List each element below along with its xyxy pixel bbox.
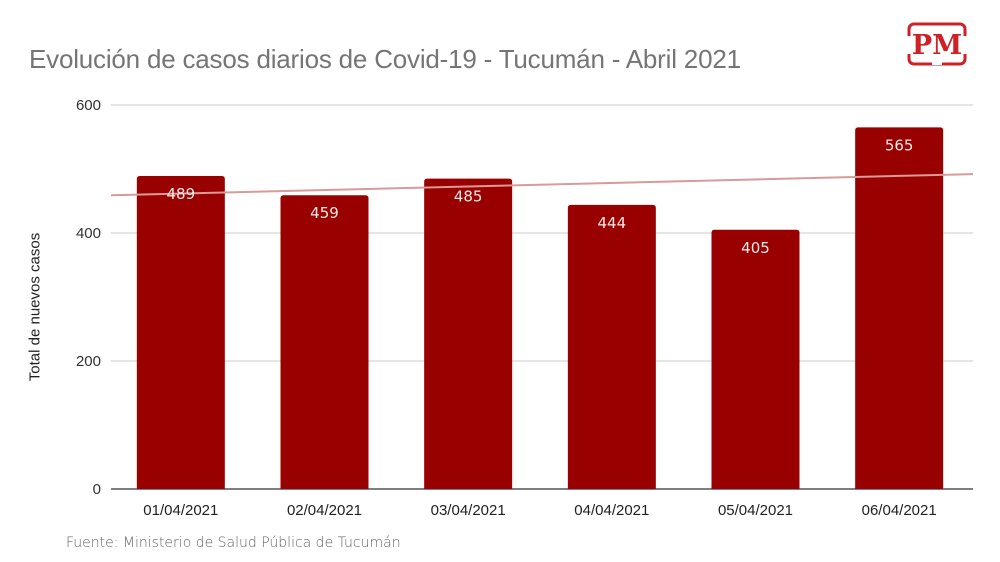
- chart-title: Evolución de casos diarios de Covid-19 -…: [29, 44, 741, 74]
- y-tick-label: 200: [76, 353, 101, 370]
- x-tick-label: 05/04/2021: [718, 502, 793, 519]
- data-label: 459: [310, 204, 339, 222]
- y-axis-ticks: 0 200 400 600: [76, 97, 101, 498]
- bars: [136, 127, 944, 490]
- x-tick-label: 01/04/2021: [143, 502, 218, 519]
- bar: [424, 178, 513, 489]
- pm-logo-icon: PM: [906, 22, 968, 66]
- data-label: 405: [741, 239, 770, 257]
- data-labels: 489 459 485 444 405 565: [167, 136, 914, 256]
- bar: [567, 204, 656, 489]
- x-tick-label: 03/04/2021: [431, 502, 506, 519]
- bar: [280, 195, 369, 490]
- bar: [136, 176, 225, 490]
- y-tick-label: 600: [76, 97, 101, 114]
- x-axis-ticks: 01/04/2021 02/04/2021 03/04/2021 04/04/2021…: [143, 502, 936, 519]
- data-label: 444: [598, 214, 627, 232]
- x-tick-label: 02/04/2021: [287, 502, 362, 519]
- bar: [711, 229, 800, 490]
- y-tick-label: 400: [76, 225, 101, 242]
- bar: [855, 127, 944, 490]
- logo-text: PM: [912, 30, 962, 61]
- gridlines: [111, 104, 973, 490]
- trendline: [110, 173, 974, 197]
- data-label: 489: [167, 185, 196, 203]
- data-label: 485: [454, 188, 483, 206]
- source-note: Fuente: Ministerio de Salud Pública de T…: [66, 535, 401, 551]
- x-tick-label: 04/04/2021: [574, 502, 649, 519]
- x-tick-label: 06/04/2021: [862, 502, 937, 519]
- trend-line: [110, 173, 974, 197]
- data-label: 565: [885, 136, 914, 154]
- y-tick-label: 0: [93, 481, 101, 498]
